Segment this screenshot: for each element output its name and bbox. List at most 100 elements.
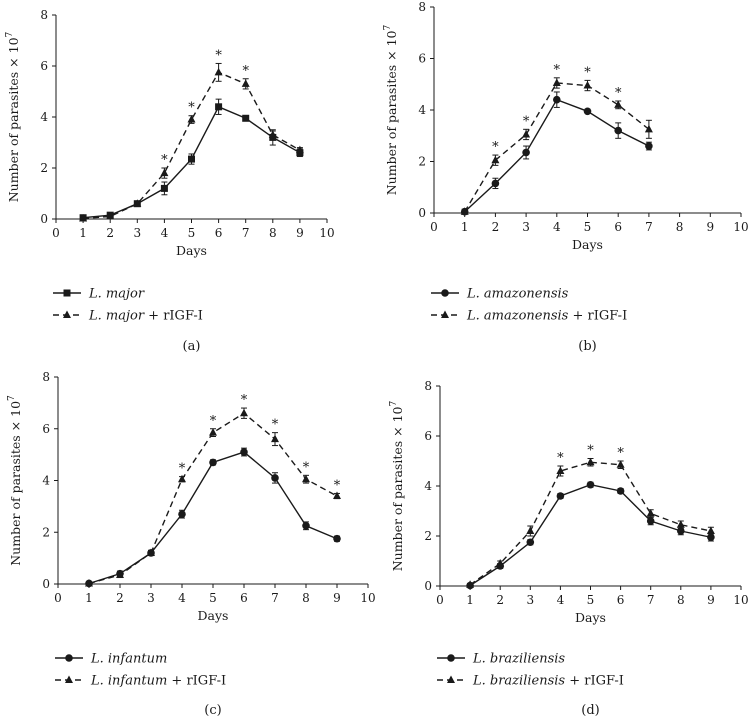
panel-label: (c) <box>204 703 221 718</box>
significance-star: * <box>492 140 499 155</box>
legend-entry: L. braziliensis + rIGF-I <box>437 674 624 689</box>
x-tick-label: 3 <box>526 593 534 607</box>
legend-species: L. amazonensis <box>466 287 569 302</box>
data-point <box>106 211 115 220</box>
x-tick-label: 2 <box>492 220 500 234</box>
legend-treatment: + rIGF-I <box>144 309 203 324</box>
data-point <box>496 559 505 567</box>
x-tick-label: 10 <box>360 591 375 605</box>
legend-label: L. braziliensis <box>472 652 565 667</box>
x-tick-label: 1 <box>461 220 469 234</box>
data-point <box>460 207 469 215</box>
significance-star: * <box>272 418 279 433</box>
legend-entry: L. major <box>53 287 145 302</box>
significance-star: * <box>188 101 195 116</box>
data-point <box>333 534 341 543</box>
data-point <box>178 474 186 483</box>
legend-label: L. major <box>88 287 145 302</box>
legend-label: L. amazonensis <box>466 287 569 302</box>
x-tick-label: 9 <box>707 593 715 607</box>
x-tick-label: 3 <box>133 226 141 240</box>
x-tick-label: 0 <box>430 220 438 234</box>
data-point <box>526 538 535 547</box>
data-point <box>268 130 277 138</box>
series-line <box>464 98 650 213</box>
x-tick-label: 0 <box>436 593 444 607</box>
legend-entry: L. major + rIGF-I <box>53 309 203 324</box>
data-point <box>522 148 530 157</box>
x-tick-label: 6 <box>614 220 622 234</box>
data-point <box>188 155 195 163</box>
data-point <box>160 184 168 192</box>
x-tick-label: 10 <box>733 593 748 607</box>
series-treated <box>466 457 715 588</box>
significance-star: * <box>242 64 249 79</box>
series-treated <box>460 77 653 215</box>
legend-treatment: + rIGF-I <box>568 309 627 324</box>
legend-entry: L. amazonensis + rIGF-I <box>431 309 627 324</box>
significance-star: * <box>334 478 341 493</box>
x-tick-label: 2 <box>496 593 504 607</box>
y-tick-label: 2 <box>424 529 432 543</box>
x-tick-label: 10 <box>319 226 334 240</box>
series-line <box>88 412 338 585</box>
series-line <box>469 484 712 587</box>
series-line <box>469 461 712 586</box>
x-tick-label: 7 <box>647 593 655 607</box>
data-point <box>241 79 250 87</box>
x-tick-label: 9 <box>706 220 714 234</box>
x-tick-label: 5 <box>188 226 196 240</box>
y-tick-label: 4 <box>424 479 432 493</box>
data-point <box>491 179 500 188</box>
data-point <box>616 460 625 468</box>
x-tick-label: 10 <box>733 220 748 234</box>
x-tick-label: 4 <box>161 226 169 240</box>
y-axis-title: Number of parasites × 107 <box>7 395 23 566</box>
data-point <box>133 199 142 207</box>
x-tick-label: 8 <box>302 591 310 605</box>
data-point <box>645 142 653 150</box>
y-tick-label: 2 <box>42 525 50 539</box>
data-point <box>242 114 250 122</box>
x-tick-label: 8 <box>269 226 277 240</box>
data-point <box>644 124 653 133</box>
significance-star: * <box>210 414 217 429</box>
y-tick-label: 6 <box>424 429 432 443</box>
legend-species: L. amazonensis <box>466 309 569 324</box>
x-tick-label: 7 <box>645 220 653 234</box>
data-point <box>646 509 655 517</box>
y-tick-label: 6 <box>40 59 48 73</box>
y-axis-title: Number of parasites × 107 <box>383 24 399 195</box>
legend-label: L. amazonensis + rIGF-I <box>466 309 627 324</box>
y-tick-label: 0 <box>424 579 432 593</box>
significance-star: * <box>587 444 594 459</box>
series-treated <box>85 407 341 587</box>
y-tick-label: 8 <box>40 8 48 22</box>
significance-star: * <box>584 65 591 80</box>
panel-label: (d) <box>581 703 599 718</box>
data-point <box>522 129 531 138</box>
y-tick-label: 4 <box>418 103 426 117</box>
y-tick-label: 0 <box>42 577 50 591</box>
y-axis-title-exponent: 7 <box>383 24 393 30</box>
x-tick-label: 6 <box>240 591 248 605</box>
y-axis-title-exponent: 7 <box>5 31 15 37</box>
legend-species: L. major <box>88 287 145 302</box>
x-axis-title: Days <box>575 610 606 625</box>
data-point <box>526 526 535 534</box>
significance-star: * <box>303 460 310 475</box>
y-axis-title-exponent: 7 <box>7 395 17 401</box>
y-axis-title: Number of parasites × 107 <box>5 31 21 202</box>
x-tick-label: 9 <box>333 591 341 605</box>
x-tick-label: 4 <box>557 593 565 607</box>
y-tick-label: 6 <box>418 52 426 66</box>
x-tick-label: 6 <box>617 593 625 607</box>
data-point <box>295 145 304 154</box>
x-tick-label: 0 <box>52 226 60 240</box>
legend-species: L. major <box>88 309 145 324</box>
data-point <box>214 67 223 76</box>
legend-species: L. braziliensis <box>472 652 565 667</box>
legend-species: L. infantum <box>90 652 167 667</box>
y-tick-label: 4 <box>42 474 50 488</box>
legend-marker <box>447 654 455 662</box>
